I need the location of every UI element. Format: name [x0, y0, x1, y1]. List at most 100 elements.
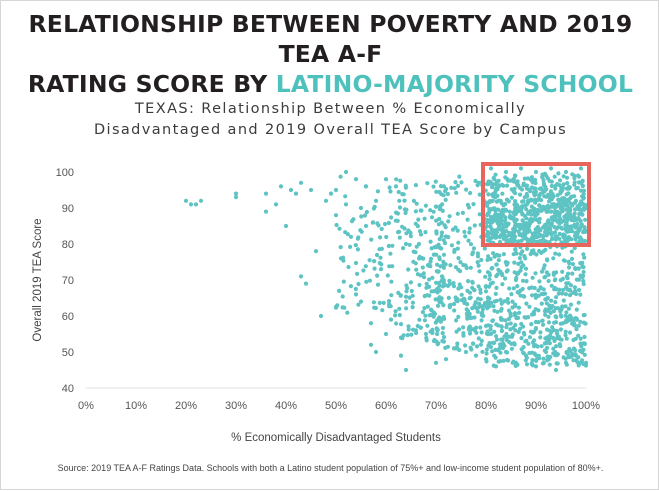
data-point — [569, 249, 574, 254]
data-point — [372, 259, 377, 264]
data-point — [444, 187, 449, 192]
data-point — [524, 279, 529, 284]
data-point — [466, 279, 471, 284]
data-point — [353, 292, 359, 297]
data-point — [523, 315, 529, 320]
data-point — [457, 282, 462, 287]
data-point — [506, 300, 511, 305]
data-point — [446, 235, 451, 240]
data-point — [233, 195, 239, 200]
data-point — [568, 196, 573, 201]
data-point — [530, 293, 535, 298]
data-point — [566, 191, 571, 196]
data-point — [561, 298, 566, 303]
data-point — [388, 251, 393, 256]
data-point — [545, 296, 550, 301]
data-point — [566, 235, 571, 240]
data-point — [457, 347, 462, 353]
data-point — [359, 214, 364, 219]
data-point — [549, 209, 554, 214]
data-point — [490, 234, 495, 239]
data-point — [559, 225, 564, 230]
data-point — [483, 284, 489, 289]
data-point — [542, 230, 548, 235]
data-point — [581, 347, 586, 352]
data-point — [521, 330, 527, 335]
data-point — [567, 206, 573, 211]
data-point — [542, 341, 548, 346]
data-point — [193, 202, 199, 207]
data-point — [571, 346, 577, 351]
data-point — [434, 252, 439, 257]
data-point — [441, 259, 446, 264]
data-point — [416, 217, 421, 222]
data-point — [403, 183, 408, 188]
data-point — [356, 281, 361, 287]
data-point — [383, 177, 389, 182]
data-point — [436, 316, 441, 321]
data-point — [288, 187, 294, 193]
data-point — [523, 358, 528, 363]
data-point — [425, 304, 430, 309]
data-point — [508, 178, 513, 183]
data-point — [484, 347, 489, 352]
data-point — [557, 236, 562, 241]
data-point — [459, 292, 464, 297]
data-point — [415, 224, 420, 229]
data-point — [512, 270, 517, 275]
data-point — [518, 192, 523, 197]
data-point — [457, 174, 462, 179]
data-point — [458, 260, 463, 265]
data-point — [487, 304, 492, 309]
data-point — [337, 226, 342, 231]
data-point — [581, 196, 586, 201]
data-point — [439, 220, 444, 225]
data-point — [341, 255, 346, 260]
data-point — [397, 306, 402, 311]
data-point — [578, 292, 583, 297]
data-point — [520, 218, 525, 223]
data-point — [552, 174, 557, 179]
data-point — [434, 189, 439, 194]
data-point — [382, 221, 388, 227]
data-point — [446, 219, 451, 224]
data-point — [552, 338, 557, 343]
data-point — [579, 211, 584, 216]
data-point — [435, 331, 440, 337]
data-point — [502, 299, 507, 304]
data-point — [532, 212, 537, 217]
data-point — [464, 187, 469, 192]
data-point — [423, 230, 428, 235]
data-point — [500, 282, 505, 287]
data-point — [502, 343, 507, 348]
data-point — [553, 234, 558, 239]
data-point — [558, 216, 563, 221]
data-point — [508, 313, 513, 318]
data-point — [541, 266, 546, 271]
data-point — [416, 241, 422, 247]
data-point — [441, 303, 446, 308]
data-point — [476, 284, 481, 289]
data-point — [568, 302, 574, 307]
data-point — [544, 173, 549, 178]
data-point — [571, 337, 576, 343]
data-point — [494, 337, 500, 342]
data-point — [545, 345, 550, 350]
data-point — [418, 232, 424, 237]
data-point — [283, 223, 289, 229]
chart-title-line-1: TEXAS: Relationship Between % Economical… — [134, 101, 527, 117]
data-point — [389, 293, 394, 298]
data-point — [496, 178, 501, 183]
data-point — [427, 277, 432, 282]
data-point — [503, 201, 508, 207]
data-point — [477, 269, 482, 274]
data-point — [536, 196, 541, 201]
data-point — [555, 335, 560, 340]
x-tick-label: 100% — [572, 400, 600, 412]
data-point — [340, 294, 345, 299]
data-point — [422, 294, 427, 299]
data-point — [531, 235, 536, 240]
data-point — [355, 271, 360, 276]
data-point — [404, 299, 409, 304]
data-point — [582, 204, 587, 209]
